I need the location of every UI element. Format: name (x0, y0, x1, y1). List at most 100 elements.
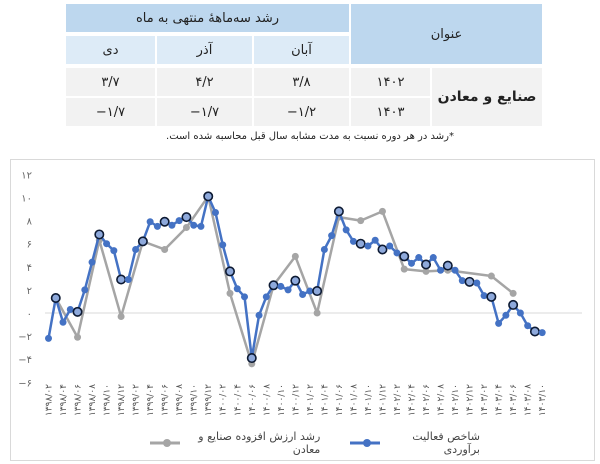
x-tick-label: ۱۴۰۰/۰۸ (262, 384, 272, 416)
activity-index-quarter-point (290, 275, 301, 286)
activity-index-quarter-point (486, 291, 497, 302)
activity-index-point (502, 311, 510, 319)
activity-index-quarter-point (50, 292, 61, 303)
x-tick-label: ۱۴۰۲/۰۸ (437, 384, 447, 416)
blue-line-marker-icon (350, 439, 381, 447)
activity-index-point (190, 221, 198, 229)
header-group: رشد سه‌ماههٔ منتهی به ماه (64, 2, 351, 34)
activity-index-quarter-point (421, 259, 432, 270)
activity-index-point (429, 254, 437, 262)
gray-line-marker-icon (150, 439, 181, 447)
activity-index-point (168, 221, 176, 229)
x-tick-label: ۱۴۰۰/۰۶ (248, 384, 258, 416)
x-tick-label: ۱۴۰۱/۰۲ (306, 384, 316, 416)
activity-index-quarter-point (268, 280, 279, 291)
activity-index-point (328, 232, 336, 240)
activity-index-point (415, 254, 423, 262)
activity-index-point (524, 322, 532, 330)
activity-index-point (349, 237, 357, 245)
activity-index-quarter-point (116, 274, 127, 285)
activity-index-point (277, 282, 285, 290)
value-added-point (487, 272, 495, 280)
activity-index-point (284, 286, 292, 294)
x-tick-label: ۱۴۰۳/۰۸ (524, 384, 534, 416)
activity-index-quarter-point (246, 353, 257, 364)
legend-item-activity-index: شاخص فعالیت برآوردی (350, 430, 480, 456)
activity-index-point (59, 318, 67, 326)
activity-index-point (262, 293, 270, 301)
activity-index-quarter-point (181, 212, 192, 223)
activity-index-quarter-point (137, 236, 148, 247)
x-tick-label: ۱۳۹۸/۰۶ (74, 384, 84, 416)
x-tick-label: ۱۳۹۹/۱۲ (204, 384, 214, 416)
x-tick-label: ۱۳۹۸/۱۰ (103, 384, 113, 416)
x-tick-label: ۱۴۰۰/۰۴ (233, 384, 243, 416)
activity-index-point (153, 222, 161, 230)
chart-frame (10, 159, 595, 461)
value-added-point (161, 245, 169, 253)
x-tick-label: ۱۴۰۰/۱۲ (291, 384, 301, 416)
activity-index-quarter-point (355, 238, 366, 249)
activity-index-quarter-point (333, 206, 344, 217)
activity-index-quarter-point (464, 276, 475, 287)
activity-index-point (393, 249, 401, 257)
legend-label: شاخص فعالیت برآوردی (412, 430, 480, 456)
y-tick-label: −۶ (18, 378, 32, 389)
activity-index-quarter-point (72, 306, 83, 317)
activity-index-point (495, 319, 503, 327)
x-tick-label: ۱۴۰۲/۰۲ (393, 384, 403, 416)
activity-index-point (386, 242, 394, 250)
growth-table: عنوان رشد سه‌ماههٔ منتهی به ماه آبان آذر… (64, 2, 544, 128)
x-tick-label: ۱۴۰۲/۱۲ (466, 384, 476, 416)
activity-index-point (255, 311, 263, 319)
activity-index-point (538, 329, 546, 337)
activity-index-point (320, 245, 328, 253)
row-label: صنایع و معادن (430, 66, 544, 128)
activity-index-point (132, 245, 140, 253)
activity-index-point (371, 236, 379, 244)
activity-index-point (45, 334, 52, 342)
y-tick-label: ۱۰ (21, 194, 32, 205)
value-added-point (378, 207, 386, 215)
y-tick-label: ۸ (27, 217, 33, 228)
x-tick-label: ۱۳۹۸/۰۴ (59, 384, 69, 416)
x-tick-label: ۱۳۹۹/۰۲ (132, 384, 142, 416)
activity-index-point (306, 287, 314, 295)
value-added-point (74, 333, 82, 341)
activity-index-point (241, 293, 249, 301)
activity-index-quarter-point (377, 244, 388, 255)
x-tick-label: ۱۴۰۲/۰۴ (408, 384, 418, 416)
activity-index-quarter-point (94, 229, 105, 240)
x-tick-label: ۱۴۰۱/۰۶ (335, 384, 345, 416)
x-tick-label: ۱۳۹۹/۰۸ (175, 384, 185, 416)
activity-index-point (88, 258, 96, 266)
value-added-point (117, 312, 125, 320)
activity-index-quarter-point (508, 299, 519, 310)
x-tick-label: ۱۴۰۲/۱۰ (451, 384, 461, 416)
x-tick-label: ۱۳۹۸/۰۸ (88, 384, 98, 416)
value-added-point (291, 252, 299, 260)
activity-index-point (146, 218, 154, 226)
x-tick-label: ۱۴۰۳/۰۴ (495, 384, 505, 416)
footnote: *رشد در هر دوره نسبت به مدت مشابه سال قب… (166, 131, 454, 142)
legend-item-value-added: رشد ارزش افزوده صنایع و معادن (150, 430, 320, 456)
activity-index-quarter-point (529, 326, 540, 337)
x-tick-label: ۱۴۰۳/۰۲ (480, 384, 490, 416)
header-month-azar: آذر (155, 34, 254, 66)
chart-legend: شاخص فعالیت برآوردی رشد ارزش افزوده صنای… (150, 430, 480, 456)
activity-index-point (473, 279, 481, 287)
activity-index-point (516, 309, 524, 317)
activity-index-quarter-point (399, 251, 410, 262)
x-tick-label: ۱۴۰۳/۱۰ (538, 384, 548, 416)
x-tick-label: ۱۳۹۸/۱۲ (117, 384, 127, 416)
activity-index-point (437, 266, 445, 274)
activity-index-quarter-point (159, 216, 170, 227)
y-tick-label: ۶ (27, 240, 32, 251)
cell-value: ۳/۷ (64, 66, 157, 98)
activity-index-quarter-point (225, 266, 236, 277)
activity-index-point (219, 241, 227, 249)
header-month-dey: دی (64, 34, 157, 66)
y-tick-label: ۱۲ (21, 170, 32, 181)
x-tick-label: ۱۴۰۰/۱۰ (277, 384, 287, 416)
x-tick-label: ۱۳۹۹/۰۴ (146, 384, 156, 416)
